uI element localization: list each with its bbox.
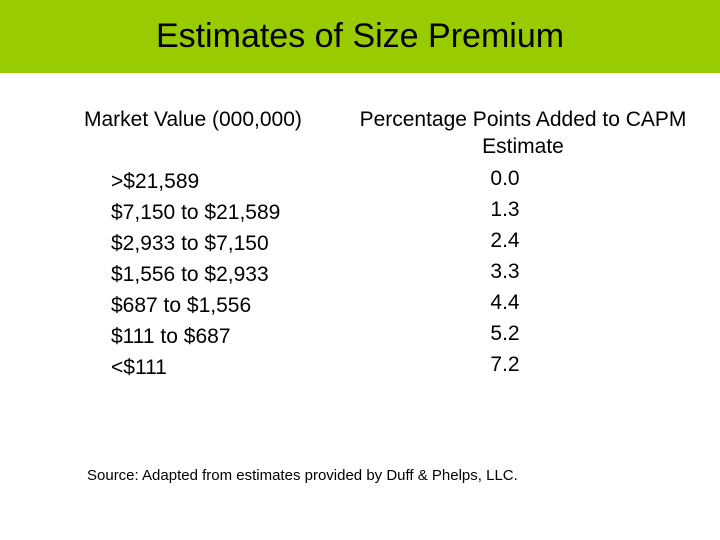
source-note: Source: Adapted from estimates provided … <box>87 467 518 484</box>
market-value-item: $2,933 to $7,150 <box>111 232 269 255</box>
premium-item: 0.0 <box>490 167 520 190</box>
market-value-item: <$111 <box>111 356 167 379</box>
market-value-item: >$21,589 <box>111 170 200 193</box>
premium-item: 5.2 <box>490 322 520 345</box>
market-value-item: $111 to $687 <box>111 325 231 348</box>
market-value-list: >$21,589 $7,150 to $21,589 $2,933 to $7,… <box>111 166 280 383</box>
premium-item: 7.2 <box>490 353 520 376</box>
premium-header: Percentage Points Added to CAPM Estimate <box>359 108 687 158</box>
title-bar <box>0 0 720 73</box>
market-value-item: $1,556 to $2,933 <box>111 263 269 286</box>
premium-list: 0.0 1.3 2.4 3.3 4.4 5.2 7.2 <box>480 163 530 380</box>
market-value-item: $687 to $1,556 <box>111 294 252 317</box>
slide-title: Estimates of Size Premium <box>155 17 565 55</box>
premium-item: 2.4 <box>490 229 520 252</box>
market-value-item: $7,150 to $21,589 <box>111 201 281 224</box>
premium-item: 1.3 <box>490 198 520 221</box>
premium-item: 4.4 <box>490 291 520 314</box>
premium-item: 3.3 <box>490 260 520 283</box>
market-value-header: Market Value (000,000) <box>84 108 302 131</box>
